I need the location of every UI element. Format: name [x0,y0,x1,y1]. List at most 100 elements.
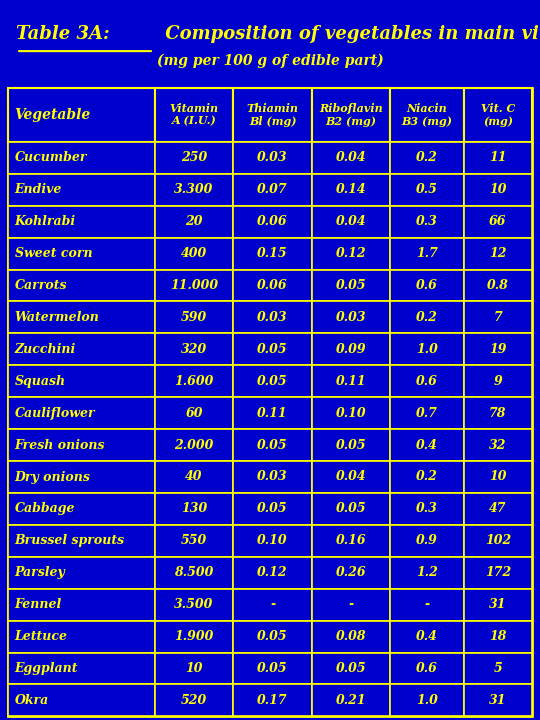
Text: 31: 31 [489,598,507,611]
Bar [464,333,532,365]
Bar [312,589,390,621]
Text: 0.4: 0.4 [416,630,438,643]
Text: 0.6: 0.6 [416,374,438,388]
Bar [312,333,390,365]
Text: Riboflavin
B2 (mg): Riboflavin B2 (mg) [319,103,383,127]
Bar [233,365,312,397]
Bar [233,142,312,174]
Bar [390,429,464,461]
Text: 0.11: 0.11 [257,407,288,420]
Text: 0.2: 0.2 [416,151,438,164]
Bar [8,88,532,716]
Text: 320: 320 [181,343,207,356]
Text: 0.09: 0.09 [336,343,367,356]
Bar [155,621,233,652]
Text: 0.03: 0.03 [257,470,288,484]
Bar [312,397,390,429]
Bar [390,557,464,589]
Text: 0.16: 0.16 [336,534,367,547]
Bar [8,621,155,652]
Bar [233,269,312,302]
Bar [155,269,233,302]
Bar [464,652,532,685]
Bar [233,206,312,238]
Text: 1.0: 1.0 [416,694,438,707]
Bar [8,557,155,589]
Bar [233,429,312,461]
Bar [390,206,464,238]
Bar [312,525,390,557]
Bar [390,461,464,493]
Text: 0.04: 0.04 [336,215,367,228]
Bar [312,206,390,238]
Text: 12: 12 [489,247,507,260]
Bar [464,525,532,557]
Bar [390,88,464,142]
Text: 1.0: 1.0 [416,343,438,356]
Bar [155,365,233,397]
Text: 0.6: 0.6 [416,279,438,292]
Text: 9: 9 [494,374,502,388]
Text: 250: 250 [181,151,207,164]
Text: 0.4: 0.4 [416,438,438,451]
Text: 0.3: 0.3 [416,215,438,228]
Bar [312,365,390,397]
Text: 0.05: 0.05 [257,374,288,388]
Text: 0.06: 0.06 [257,279,288,292]
Text: 0.3: 0.3 [416,503,438,516]
Bar [155,557,233,589]
Bar [390,621,464,652]
Bar [233,525,312,557]
Text: 0.12: 0.12 [336,247,367,260]
Text: 10: 10 [185,662,203,675]
Text: 40: 40 [185,470,203,484]
Bar [464,269,532,302]
Text: 1.600: 1.600 [174,374,214,388]
Bar [464,429,532,461]
Text: 20: 20 [185,215,203,228]
Bar [8,493,155,525]
Text: 550: 550 [181,534,207,547]
Text: 0.05: 0.05 [336,503,367,516]
Bar [8,589,155,621]
Bar [390,333,464,365]
Text: 130: 130 [181,503,207,516]
Bar [155,142,233,174]
Bar [155,333,233,365]
Text: 19: 19 [489,343,507,356]
Text: Cauliflower: Cauliflower [15,407,95,420]
Text: Cabbage: Cabbage [15,503,75,516]
Text: (mg per 100 g of edible part): (mg per 100 g of edible part) [157,54,383,68]
Bar [312,557,390,589]
Text: 0.2: 0.2 [416,470,438,484]
Bar [155,493,233,525]
Bar [464,589,532,621]
Bar [312,685,390,716]
Bar [155,397,233,429]
Bar [233,589,312,621]
Bar [8,302,155,333]
Bar [8,685,155,716]
Text: Zucchini: Zucchini [15,343,76,356]
Text: 0.5: 0.5 [416,183,438,197]
Bar [390,652,464,685]
Bar [8,88,155,142]
Text: 11: 11 [489,151,507,164]
Bar [155,238,233,269]
Text: 0.6: 0.6 [416,662,438,675]
Text: 31: 31 [489,694,507,707]
Bar [8,142,155,174]
Bar [390,493,464,525]
Bar [464,557,532,589]
Text: 0.08: 0.08 [336,630,367,643]
Text: 7: 7 [494,311,502,324]
Text: 10: 10 [489,470,507,484]
Text: Thiamin
Bl (mg): Thiamin Bl (mg) [247,103,299,127]
Bar [312,238,390,269]
Text: 0.17: 0.17 [257,694,288,707]
Text: Cucumber: Cucumber [15,151,87,164]
Bar [312,302,390,333]
Text: Eggplant: Eggplant [15,662,78,675]
Text: 3.300: 3.300 [174,183,214,197]
Text: 590: 590 [181,311,207,324]
